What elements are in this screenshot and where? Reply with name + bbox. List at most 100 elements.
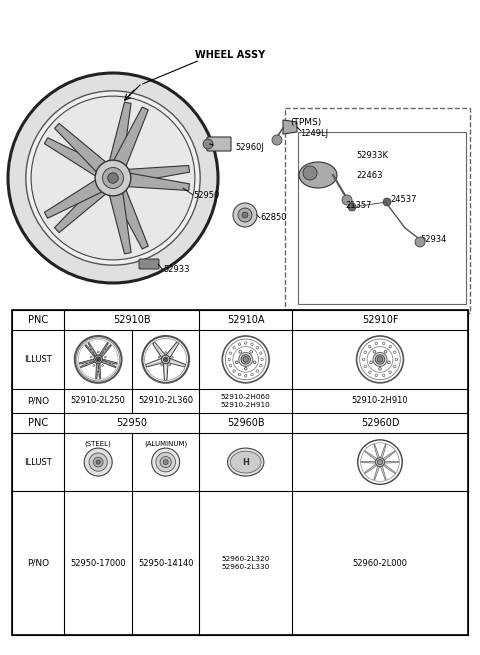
Circle shape — [93, 365, 95, 366]
Text: 52934: 52934 — [420, 236, 446, 244]
Circle shape — [158, 356, 160, 358]
Text: 52960J: 52960J — [235, 143, 264, 153]
Circle shape — [383, 374, 385, 377]
Circle shape — [97, 376, 99, 377]
Circle shape — [88, 345, 89, 346]
Text: 52910-2H910: 52910-2H910 — [352, 396, 408, 405]
Circle shape — [242, 212, 248, 218]
Polygon shape — [97, 364, 101, 379]
Circle shape — [251, 373, 253, 376]
Polygon shape — [380, 466, 386, 480]
Circle shape — [348, 203, 356, 211]
Circle shape — [379, 367, 381, 370]
Circle shape — [26, 91, 200, 265]
Circle shape — [260, 364, 262, 367]
Circle shape — [415, 237, 425, 247]
Circle shape — [389, 371, 391, 373]
Circle shape — [244, 367, 247, 370]
Circle shape — [114, 364, 115, 365]
Circle shape — [383, 198, 391, 206]
Circle shape — [8, 73, 218, 283]
Bar — [285, 108, 470, 313]
Circle shape — [156, 453, 176, 472]
Circle shape — [104, 350, 105, 351]
Circle shape — [229, 352, 232, 354]
Circle shape — [370, 361, 372, 364]
Circle shape — [97, 351, 99, 353]
Polygon shape — [45, 179, 103, 218]
Polygon shape — [99, 343, 108, 356]
Circle shape — [369, 345, 371, 348]
Circle shape — [233, 203, 257, 227]
Circle shape — [395, 358, 397, 361]
Circle shape — [97, 358, 99, 361]
FancyBboxPatch shape — [207, 137, 231, 151]
Circle shape — [165, 358, 167, 360]
Circle shape — [93, 457, 103, 467]
Circle shape — [84, 448, 112, 476]
Text: 22463: 22463 — [356, 170, 383, 179]
Circle shape — [373, 352, 387, 366]
Text: (TPMS): (TPMS) — [290, 117, 321, 126]
Circle shape — [369, 371, 371, 373]
Circle shape — [357, 336, 403, 383]
Polygon shape — [383, 451, 396, 460]
Circle shape — [260, 352, 262, 354]
Text: 52910A: 52910A — [227, 315, 264, 325]
Text: 52960B: 52960B — [227, 418, 264, 428]
Text: 52910-2L360: 52910-2L360 — [138, 396, 193, 405]
Circle shape — [394, 351, 396, 354]
Circle shape — [238, 343, 240, 345]
Bar — [12, 310, 468, 635]
Text: 21357: 21357 — [345, 200, 372, 210]
Polygon shape — [113, 189, 148, 249]
Circle shape — [238, 373, 240, 376]
Polygon shape — [154, 343, 165, 356]
Circle shape — [228, 358, 230, 361]
Polygon shape — [380, 444, 386, 458]
Circle shape — [103, 168, 123, 189]
Circle shape — [375, 342, 378, 345]
Circle shape — [233, 370, 235, 372]
Circle shape — [377, 356, 383, 362]
Polygon shape — [383, 464, 396, 474]
Polygon shape — [100, 345, 111, 357]
Circle shape — [152, 448, 180, 476]
Circle shape — [256, 346, 259, 349]
Text: 52950: 52950 — [117, 418, 147, 428]
Text: 52933: 52933 — [163, 265, 190, 274]
Text: 52950-17000: 52950-17000 — [71, 559, 126, 568]
Circle shape — [233, 346, 235, 349]
Text: 52950: 52950 — [193, 191, 219, 200]
Polygon shape — [96, 364, 99, 379]
Circle shape — [389, 345, 391, 348]
Polygon shape — [146, 360, 162, 365]
Circle shape — [362, 358, 365, 361]
Circle shape — [261, 358, 264, 361]
Circle shape — [102, 365, 104, 366]
Text: 52950-14140: 52950-14140 — [138, 559, 193, 568]
Text: 52910F: 52910F — [362, 315, 398, 325]
Circle shape — [384, 350, 387, 353]
Text: PNC: PNC — [28, 418, 48, 428]
Circle shape — [97, 369, 99, 371]
Polygon shape — [79, 359, 95, 364]
Circle shape — [244, 342, 247, 345]
Circle shape — [377, 459, 383, 465]
Circle shape — [236, 361, 238, 364]
Circle shape — [89, 453, 108, 471]
Polygon shape — [165, 363, 166, 380]
Circle shape — [383, 342, 385, 345]
Text: ILLUST: ILLUST — [24, 458, 52, 466]
Circle shape — [253, 361, 256, 364]
Text: 62850: 62850 — [260, 214, 287, 223]
Circle shape — [104, 356, 106, 358]
Polygon shape — [365, 451, 377, 460]
Text: 52910-2H060
52910-2H910: 52910-2H060 52910-2H910 — [221, 394, 271, 407]
Ellipse shape — [230, 451, 261, 473]
Circle shape — [108, 173, 118, 183]
Circle shape — [250, 350, 252, 353]
Circle shape — [92, 350, 93, 351]
Circle shape — [97, 373, 99, 374]
Circle shape — [165, 352, 167, 353]
